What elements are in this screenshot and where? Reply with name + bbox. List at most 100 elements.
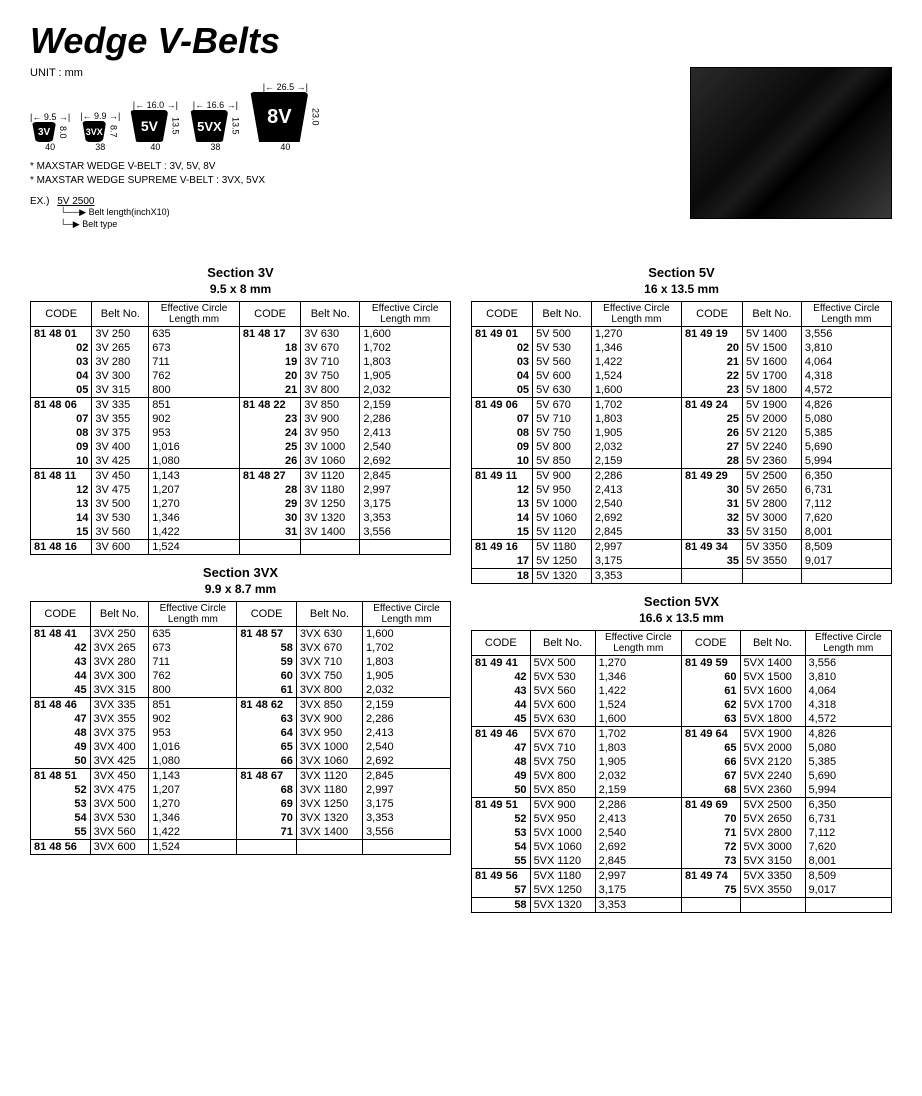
table-row: 485VX 7501,905665VX 21205,385 [472,755,892,769]
cell: 04 [472,369,533,383]
table-row: 425VX 5301,346605VX 15003,810 [472,670,892,684]
table-row: 503VX 4251,080663VX 10602,692 [31,754,451,769]
cell: 7,112 [805,826,891,840]
cell: 3V 300 [92,369,149,383]
table-row: 473VX 355902633VX 9002,286 [31,712,451,726]
belt-photo [690,67,892,219]
cell: 3VX 265 [90,641,149,655]
table-row: 105V 8502,159285V 23605,994 [472,454,892,469]
cell: 2,159 [595,783,681,798]
table-row: 043V 300762203V 7501,905 [31,369,451,383]
cell: 3VX 315 [90,683,149,698]
cell: 12 [31,483,92,497]
cell: 49 [31,740,91,754]
cell: 28 [681,454,742,469]
cell: 66 [237,754,297,769]
cell: 3,175 [363,797,451,811]
column-header: Effective CircleLength mm [363,602,451,627]
cell: 5V 1600 [743,355,802,369]
cell: 5VX 560 [530,684,595,698]
cell: 1,016 [149,740,237,754]
cell: 1,905 [363,669,451,683]
cell: 3V 600 [92,540,149,555]
cell: 13 [472,497,533,511]
cell: 81 49 59 [681,656,740,671]
cell: 5VX 1180 [530,869,595,884]
cell: 6,731 [805,812,891,826]
cell: 7,620 [805,840,891,854]
cell: 8,001 [801,525,891,540]
cell: 25 [681,412,742,426]
cell: 2,286 [595,798,681,813]
cell: 68 [237,783,297,797]
column-header: Belt No. [743,302,802,327]
cell: 5V 2500 [743,469,802,484]
column-header: Belt No. [740,631,805,656]
cell: 3VX 450 [90,769,149,784]
cell: 44 [472,698,531,712]
table-row: 505VX 8502,159685VX 23605,994 [472,783,892,798]
cell: 1,524 [595,698,681,712]
cell: 3VX 750 [296,669,362,683]
cell: 5V 1320 [533,569,592,584]
cell: 50 [31,754,91,769]
cell: 3VX 1120 [296,769,362,784]
cell: 1,803 [363,655,451,669]
cell: 2,692 [595,840,681,854]
cell: 3,175 [360,497,451,511]
column-header: Belt No. [92,302,149,327]
cell: 2,286 [363,712,451,726]
cell: 3,353 [363,811,451,825]
cell: 25 [239,440,300,454]
cell: 18 [239,341,300,355]
cell: 1,346 [591,341,681,355]
cell: 5V 3350 [743,540,802,555]
table-row: 495VX 8002,032675VX 22405,690 [472,769,892,783]
cell: 5V 750 [533,426,592,440]
cell: 3V 475 [92,483,149,497]
cell: 81 49 16 [472,540,533,555]
table-row: 153V 5601,422313V 14003,556 [31,525,451,540]
cell: 3V 355 [92,412,149,426]
column-header: CODE [237,602,297,627]
cell: 47 [31,712,91,726]
cell: 81 48 06 [31,398,92,413]
cell: 2,845 [595,854,681,869]
cell: 5V 1900 [743,398,802,413]
cell: 2,997 [595,869,681,884]
column-header: Effective CircleLength mm [360,302,451,327]
cell: 48 [31,726,91,740]
cell: 20 [239,369,300,383]
cell: 2,692 [360,454,451,469]
cell: 1,524 [591,369,681,383]
cell: 35 [681,554,742,569]
table-row: 81 49 165V 11802,99781 49 345V 33508,509 [472,540,892,555]
cell: 2,032 [360,383,451,398]
cell: 23 [239,412,300,426]
cell: 60 [237,669,297,683]
cell: 3,556 [360,525,451,540]
table-row: 585VX 13203,353 [472,898,892,913]
cell: 54 [472,840,531,854]
cell: 3V 800 [301,383,360,398]
example-label: EX.) [30,196,49,207]
profile-5v: |← 16.0 →| 5V 13.5 40 [130,100,180,152]
table-row: 455VX 6301,600635VX 18004,572 [472,712,892,727]
cell: 43 [472,684,531,698]
cell: 5VX 800 [530,769,595,783]
cell: 42 [31,641,91,655]
cell: 1,600 [591,383,681,398]
cell: 2,540 [595,826,681,840]
cell: 953 [149,726,237,740]
cell: 3,556 [801,327,891,342]
cell: 5V 800 [533,440,592,454]
table-row: 123V 4751,207283V 11802,997 [31,483,451,497]
table-row: 81 49 415VX 5001,27081 49 595VX 14003,55… [472,656,892,671]
cell: 3V 710 [301,355,360,369]
cell: 1,207 [149,483,240,497]
cell: 81 48 51 [31,769,91,784]
cell: 3,556 [805,656,891,671]
cell: 1,600 [360,327,451,342]
cell: 5VX 2240 [740,769,805,783]
cell: 762 [149,669,237,683]
